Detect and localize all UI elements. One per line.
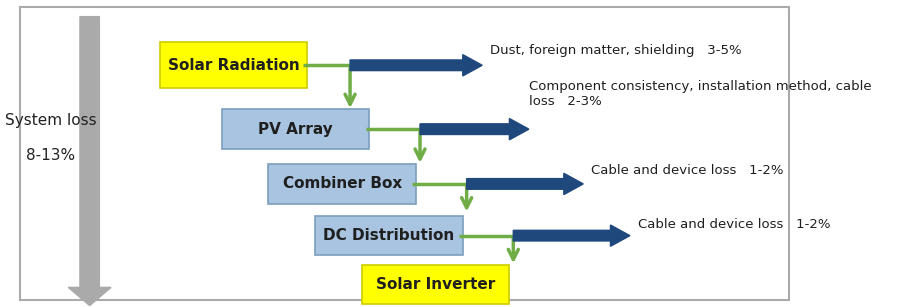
FancyArrow shape xyxy=(513,225,630,246)
Text: Cable and device loss   1-2%: Cable and device loss 1-2% xyxy=(638,219,830,231)
Text: Solar Radiation: Solar Radiation xyxy=(167,58,300,73)
FancyArrow shape xyxy=(68,17,111,305)
FancyArrow shape xyxy=(420,119,529,140)
FancyArrow shape xyxy=(350,55,482,76)
FancyBboxPatch shape xyxy=(221,109,370,149)
Text: DC Distribution: DC Distribution xyxy=(323,228,454,243)
Text: Component consistency, installation method, cable
loss   2-3%: Component consistency, installation meth… xyxy=(529,80,871,108)
Text: Dust, foreign matter, shielding   3-5%: Dust, foreign matter, shielding 3-5% xyxy=(490,44,742,56)
Text: PV Array: PV Array xyxy=(258,122,333,137)
Text: System loss

8-13%: System loss 8-13% xyxy=(5,113,96,163)
FancyBboxPatch shape xyxy=(315,216,463,255)
FancyBboxPatch shape xyxy=(159,42,307,88)
FancyBboxPatch shape xyxy=(20,7,789,300)
Text: Cable and device loss   1-2%: Cable and device loss 1-2% xyxy=(591,164,784,177)
Text: Combiner Box: Combiner Box xyxy=(283,177,402,192)
FancyBboxPatch shape xyxy=(268,164,416,204)
FancyBboxPatch shape xyxy=(362,265,509,304)
Text: Solar Inverter: Solar Inverter xyxy=(376,277,495,292)
FancyArrow shape xyxy=(467,173,583,195)
